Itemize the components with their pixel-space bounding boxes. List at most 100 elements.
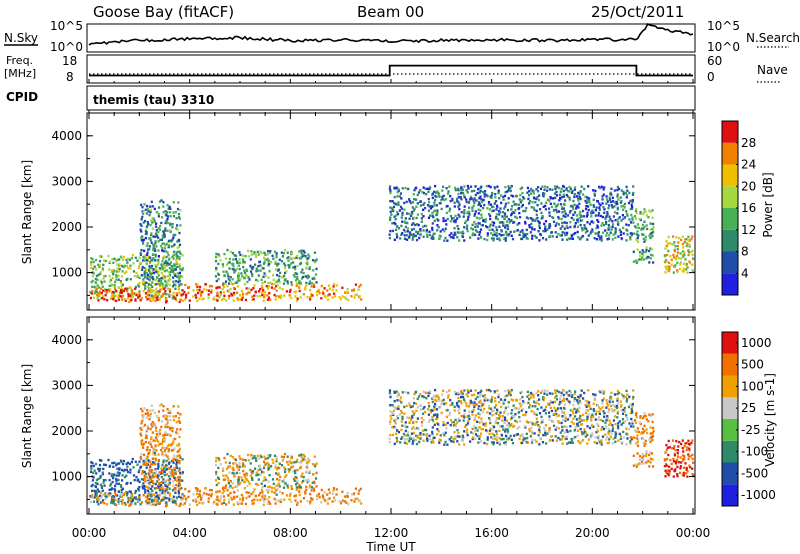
- power-cell: [358, 285, 361, 288]
- velocity-cell: [577, 395, 580, 399]
- velocity-cell: [580, 439, 583, 443]
- velocity-cell: [598, 389, 601, 393]
- velocity-cell: [113, 473, 116, 476]
- power-cell: [548, 223, 551, 226]
- power-cell: [519, 201, 522, 204]
- velocity-cell: [171, 498, 174, 501]
- power-cell: [256, 250, 259, 254]
- power-cell: [155, 294, 158, 297]
- power-cell: [566, 231, 569, 235]
- velocity-cell: [256, 498, 259, 502]
- velocity-cell: [478, 405, 481, 408]
- velocity-cell: [145, 435, 148, 438]
- power-cell: [619, 230, 622, 234]
- velocity-cell: [172, 484, 175, 487]
- power-cell: [338, 296, 341, 299]
- velocity-cell: [568, 394, 571, 397]
- velocity-cell: [142, 425, 145, 428]
- power-cell: [221, 283, 225, 287]
- velocity-cell: [114, 484, 117, 488]
- power-cell: [243, 269, 246, 272]
- velocity-cell: [157, 463, 160, 466]
- velocity-cell: [261, 490, 264, 494]
- power-cell: [567, 237, 571, 240]
- velocity-cell: [625, 414, 628, 417]
- power-cell: [415, 230, 418, 233]
- power-cell: [162, 277, 165, 280]
- power-cell: [282, 276, 285, 279]
- velocity-cell: [296, 480, 299, 483]
- power-cell: [438, 237, 441, 240]
- power-cell: [476, 191, 479, 195]
- velocity-cell: [537, 390, 540, 393]
- power-cell: [678, 267, 682, 271]
- power-cell: [558, 210, 561, 213]
- velocity-cell: [198, 489, 202, 493]
- power-cell: [403, 220, 407, 223]
- power-cell: [360, 298, 363, 301]
- velocity-cell: [561, 429, 564, 432]
- velocity-cell: [478, 421, 481, 424]
- power-cell: [181, 267, 184, 270]
- velocity-cell: [410, 437, 413, 440]
- velocity-cell: [149, 443, 152, 446]
- power-cell: [109, 280, 112, 283]
- power-cell: [471, 223, 474, 227]
- velocity-cell: [637, 430, 640, 434]
- power-cell: [498, 213, 501, 216]
- power-cell: [91, 285, 94, 289]
- velocity-cell: [157, 419, 160, 422]
- power-cell: [649, 222, 652, 225]
- velocity-cell: [162, 498, 165, 501]
- power-cell: [144, 208, 147, 212]
- power-cell: [474, 222, 477, 226]
- velocity-cell: [294, 499, 297, 502]
- power-cell: [164, 283, 167, 287]
- velocity-cell: [162, 478, 165, 481]
- power-cell: [397, 203, 400, 207]
- noise-sky-series: [88, 22, 694, 46]
- power-cell: [168, 277, 171, 281]
- power-cell: [144, 257, 147, 260]
- velocity-cell: [115, 463, 118, 467]
- velocity-cell: [192, 499, 195, 502]
- velocity-cell: [477, 416, 480, 419]
- velocity-cell: [126, 461, 130, 464]
- power-cell: [561, 221, 564, 225]
- power-cell: [90, 261, 93, 264]
- power-cell: [455, 188, 458, 191]
- power-cell: [245, 268, 248, 271]
- power-cell: [408, 200, 411, 203]
- velocity-cell: [549, 406, 552, 409]
- power-cell: [152, 268, 155, 271]
- velocity-cell: [607, 432, 610, 435]
- velocity-cell: [426, 391, 429, 394]
- velocity-cell: [518, 426, 521, 429]
- power-cell: [147, 210, 150, 213]
- power-cell: [168, 263, 171, 266]
- velocity-cell: [525, 411, 528, 414]
- velocity-cell: [119, 495, 122, 498]
- power-cell: [250, 288, 253, 292]
- power-cell: [275, 295, 278, 298]
- power-cell: [434, 194, 437, 198]
- power-cell: [139, 253, 142, 256]
- velocity-cell: [555, 439, 558, 442]
- power-cell: [174, 233, 177, 237]
- power-cell: [484, 220, 487, 223]
- power-cell: [252, 298, 255, 301]
- power-cell: [496, 185, 499, 188]
- velocity-cell: [102, 479, 105, 482]
- velocity-cell: [482, 394, 485, 398]
- power-cell: [607, 207, 610, 210]
- power-cell: [580, 185, 583, 188]
- power-cell: [616, 202, 619, 205]
- velocity-cell: [169, 465, 173, 468]
- power-cell: [110, 283, 114, 286]
- power-cell: [299, 261, 303, 265]
- power-cell: [171, 255, 174, 258]
- power-cell: [686, 242, 689, 245]
- velocity-cell: [168, 470, 171, 474]
- velocity-cell: [149, 475, 152, 479]
- power-cell: [157, 261, 160, 264]
